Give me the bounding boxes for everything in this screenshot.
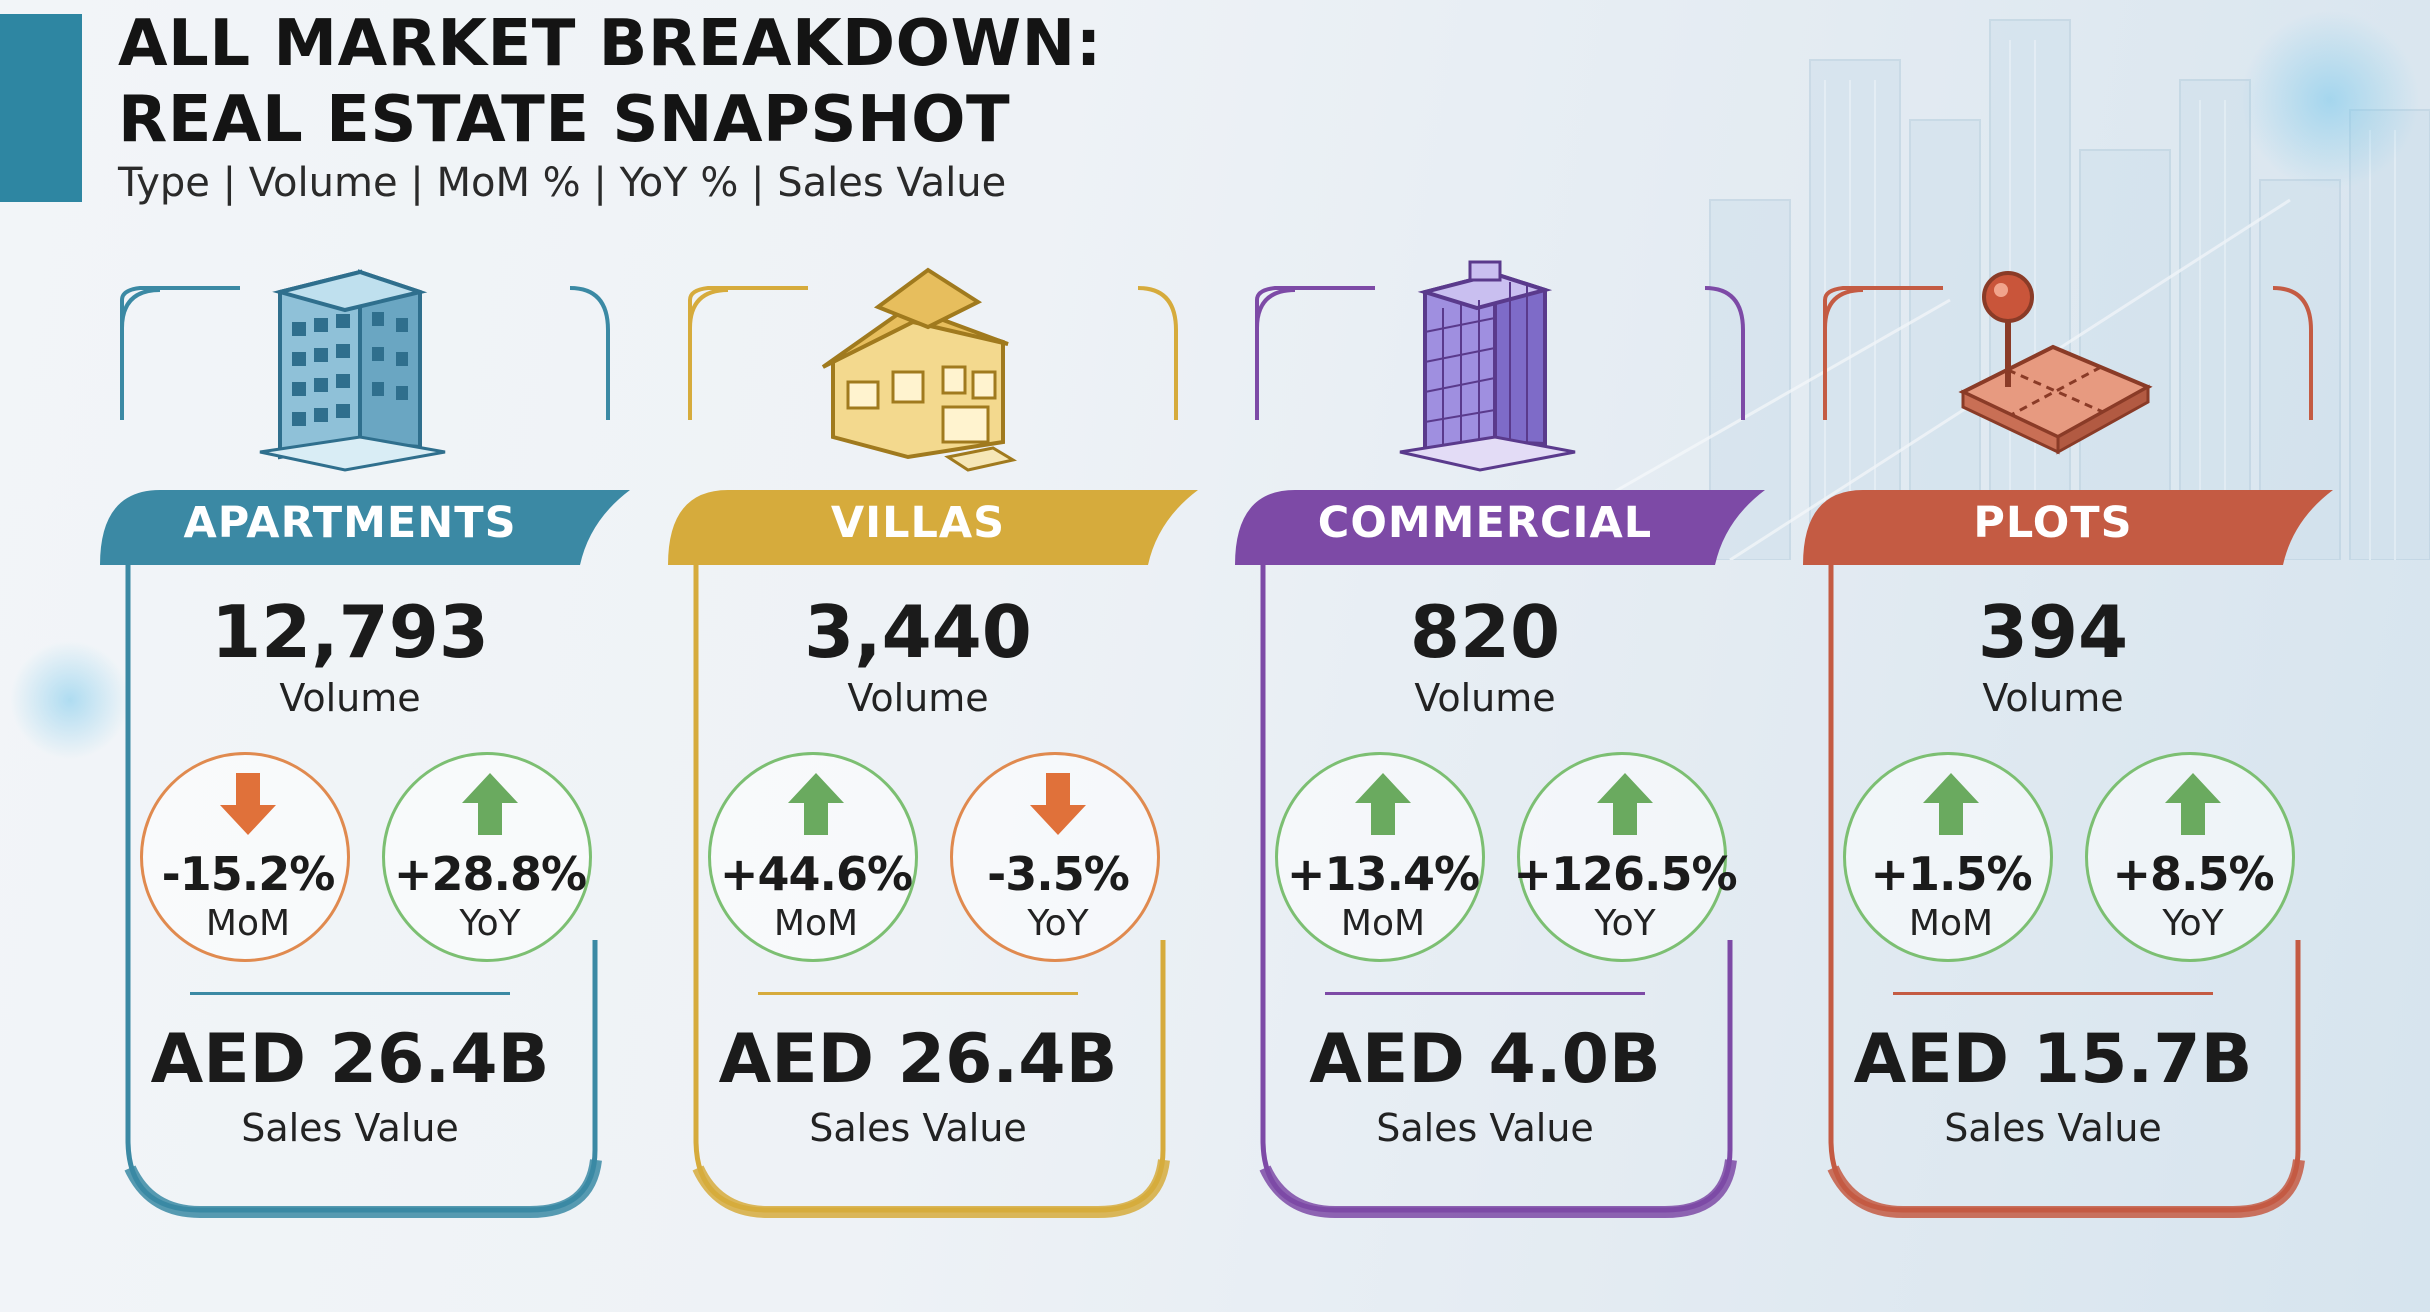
yoy-percent: -3.5% bbox=[987, 847, 1130, 901]
title-line-1: ALL MARKET BREAKDOWN: bbox=[118, 7, 1102, 81]
yoy-percent: +28.8% bbox=[393, 847, 587, 901]
mom-badge: -15.2% MoM bbox=[140, 752, 350, 962]
mom-label: MoM bbox=[1340, 903, 1426, 944]
arrow-up-icon bbox=[1923, 773, 1979, 835]
mom-badge: +44.6% MoM bbox=[708, 752, 918, 962]
category-label: COMMERCIAL bbox=[1317, 498, 1653, 548]
yoy-percent: +126.5% bbox=[1513, 847, 1737, 901]
arrow-up-icon bbox=[1597, 773, 1653, 835]
sales-value: AED 4.0B bbox=[1309, 1020, 1661, 1099]
card-commercial: COMMERCIAL 820 Volume +13.4% MoM +126.5%… bbox=[1225, 0, 1765, 1230]
page-subtitle: Type | Volume | MoM % | YoY % | Sales Va… bbox=[118, 160, 1007, 206]
card-apartments: APARTMENTS 12,793 Volume -15.2% MoM +28.… bbox=[90, 0, 630, 1230]
volume-value: 12,793 bbox=[211, 590, 489, 674]
divider bbox=[1325, 992, 1645, 995]
arrow-up-icon bbox=[788, 773, 844, 835]
card-frame bbox=[100, 286, 630, 1218]
category-label: VILLAS bbox=[830, 498, 1006, 548]
category-label: PLOTS bbox=[1973, 498, 2133, 548]
card-frame bbox=[1803, 286, 2333, 1218]
light-flare bbox=[10, 640, 130, 760]
mom-percent: -15.2% bbox=[161, 847, 336, 901]
yoy-badge: +126.5% YoY bbox=[1513, 752, 1738, 962]
arrow-down-icon bbox=[1030, 773, 1086, 835]
divider bbox=[758, 992, 1078, 995]
yoy-badge: +28.8% YoY bbox=[382, 752, 592, 962]
card-frame bbox=[1235, 286, 1765, 1218]
mom-label: MoM bbox=[773, 903, 859, 944]
yoy-label: YoY bbox=[459, 903, 521, 944]
sales-value: AED 15.7B bbox=[1853, 1020, 2253, 1099]
volume-value: 820 bbox=[1409, 590, 1561, 674]
arrow-down-icon bbox=[220, 773, 276, 835]
volume-value: 3,440 bbox=[804, 590, 1032, 674]
card-frame bbox=[668, 286, 1198, 1218]
arrow-up-icon bbox=[462, 773, 518, 835]
arrow-up-icon bbox=[1355, 773, 1411, 835]
sales-label: Sales Value bbox=[809, 1106, 1027, 1150]
card-villas: VILLAS 3,440 Volume +44.6% MoM -3.5% YoY… bbox=[658, 0, 1198, 1230]
mom-percent: +13.4% bbox=[1286, 847, 1480, 901]
title-line-2: REAL ESTATE SNAPSHOT bbox=[118, 83, 1011, 157]
yoy-percent: +8.5% bbox=[2112, 847, 2274, 901]
mom-label: MoM bbox=[1908, 903, 1994, 944]
sales-label: Sales Value bbox=[1944, 1106, 2162, 1150]
card-plots: PLOTS 394 Volume +1.5% MoM +8.5% YoY AED… bbox=[1793, 0, 2333, 1230]
volume-label: Volume bbox=[1982, 676, 2124, 720]
volume-value: 394 bbox=[1977, 590, 2129, 674]
volume-label: Volume bbox=[847, 676, 989, 720]
page-title: ALL MARKET BREAKDOWN: REAL ESTATE SNAPSH… bbox=[118, 6, 1102, 158]
light-flare bbox=[2240, 10, 2420, 190]
sales-label: Sales Value bbox=[241, 1106, 459, 1150]
mom-badge: +13.4% MoM bbox=[1275, 752, 1485, 962]
sales-label: Sales Value bbox=[1376, 1106, 1594, 1150]
yoy-badge: +8.5% YoY bbox=[2085, 752, 2295, 962]
category-label: APARTMENTS bbox=[183, 498, 517, 548]
yoy-badge: -3.5% YoY bbox=[950, 752, 1160, 962]
mom-percent: +44.6% bbox=[719, 847, 913, 901]
mom-percent: +1.5% bbox=[1870, 847, 2032, 901]
arrow-up-icon bbox=[2165, 773, 2221, 835]
divider bbox=[1893, 992, 2213, 995]
mom-label: MoM bbox=[205, 903, 291, 944]
mom-badge: +1.5% MoM bbox=[1843, 752, 2053, 962]
yoy-label: YoY bbox=[2162, 903, 2224, 944]
yoy-label: YoY bbox=[1594, 903, 1656, 944]
sales-value: AED 26.4B bbox=[718, 1020, 1118, 1099]
yoy-label: YoY bbox=[1027, 903, 1089, 944]
divider bbox=[190, 992, 510, 995]
volume-label: Volume bbox=[1414, 676, 1556, 720]
sales-value: AED 26.4B bbox=[150, 1020, 550, 1099]
header-accent-bar bbox=[0, 14, 82, 202]
volume-label: Volume bbox=[279, 676, 421, 720]
